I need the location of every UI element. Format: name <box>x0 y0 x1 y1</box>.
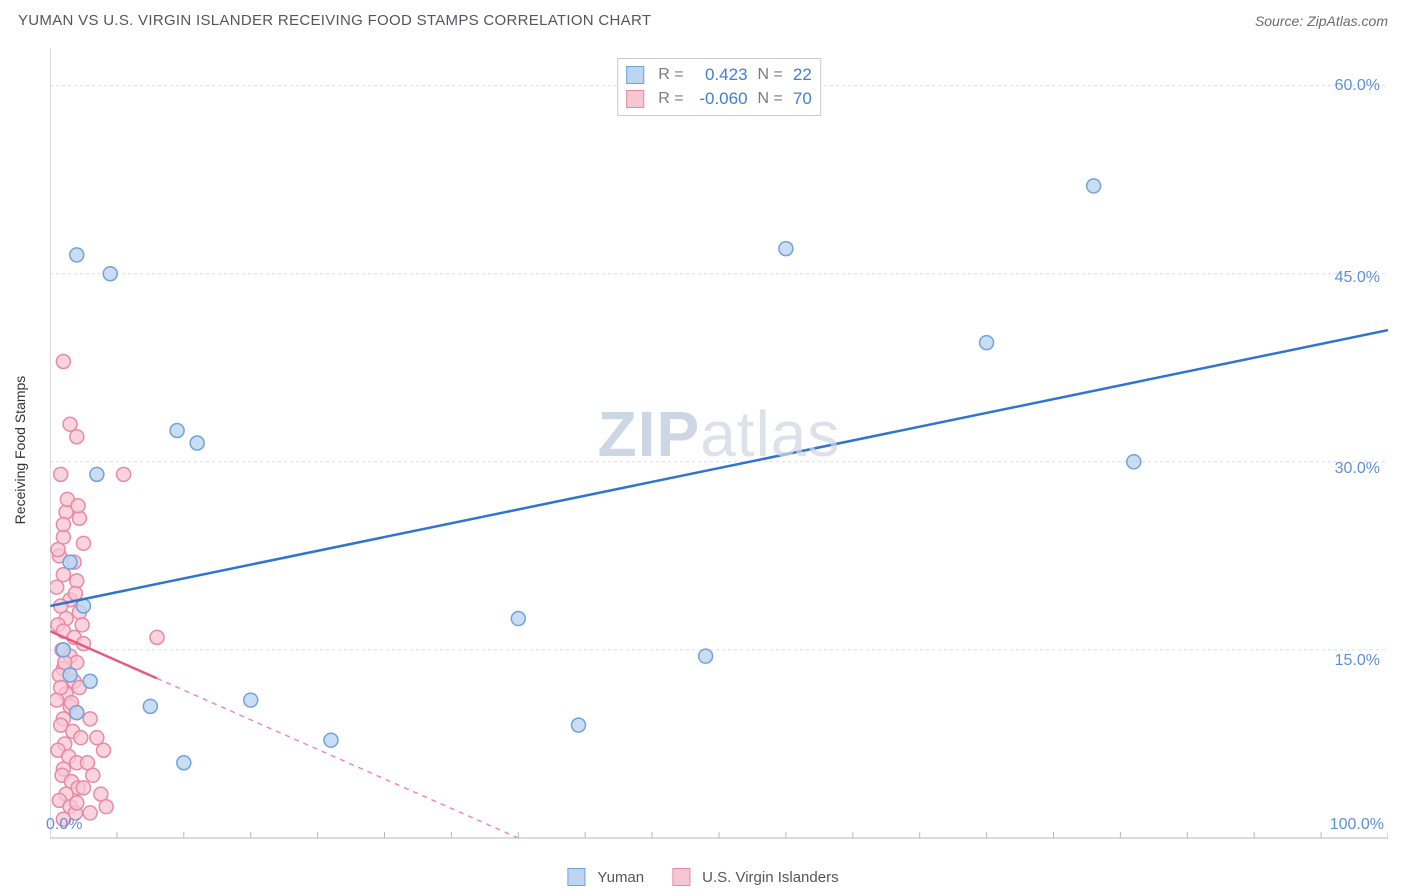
legend-row-usvi: R = -0.060 N = 70 <box>626 87 812 111</box>
legend-item-yuman: Yuman <box>567 868 644 886</box>
ytick-label: 60.0% <box>1335 77 1380 95</box>
r-label: R = <box>658 88 683 110</box>
source-label: Source: ZipAtlas.com <box>1255 13 1388 29</box>
usvi-r-value: -0.060 <box>690 87 748 111</box>
legend-row-yuman: R = 0.423 N = 22 <box>626 63 812 87</box>
yuman-n-value: 22 <box>793 63 812 87</box>
usvi-n-value: 70 <box>793 87 812 111</box>
ytick-label: 30.0% <box>1335 460 1380 478</box>
scatter-plot <box>50 48 1388 852</box>
series-legend: Yuman U.S. Virgin Islanders <box>567 868 838 886</box>
correlation-legend: R = 0.423 N = 22 R = -0.060 N = 70 <box>617 58 821 116</box>
xtick-100: 100.0% <box>1330 816 1384 834</box>
n-label: N = <box>758 88 783 110</box>
yuman-label: Yuman <box>597 869 644 886</box>
yuman-swatch <box>626 66 644 84</box>
xtick-0: 0.0% <box>46 816 82 834</box>
yuman-r-value: 0.423 <box>690 63 748 87</box>
ytick-label: 45.0% <box>1335 269 1380 287</box>
chart-area: Receiving Food Stamps ZIPatlas R = 0.423… <box>50 48 1388 852</box>
n-label: N = <box>758 64 783 86</box>
legend-item-usvi: U.S. Virgin Islanders <box>672 868 838 886</box>
yuman-swatch-icon <box>567 868 585 886</box>
usvi-swatch <box>626 90 644 108</box>
usvi-label: U.S. Virgin Islanders <box>702 869 838 886</box>
ytick-label: 15.0% <box>1335 652 1380 670</box>
y-axis-label: Receiving Food Stamps <box>12 376 28 525</box>
r-label: R = <box>658 64 683 86</box>
usvi-swatch-icon <box>672 868 690 886</box>
chart-title: YUMAN VS U.S. VIRGIN ISLANDER RECEIVING … <box>18 12 651 29</box>
